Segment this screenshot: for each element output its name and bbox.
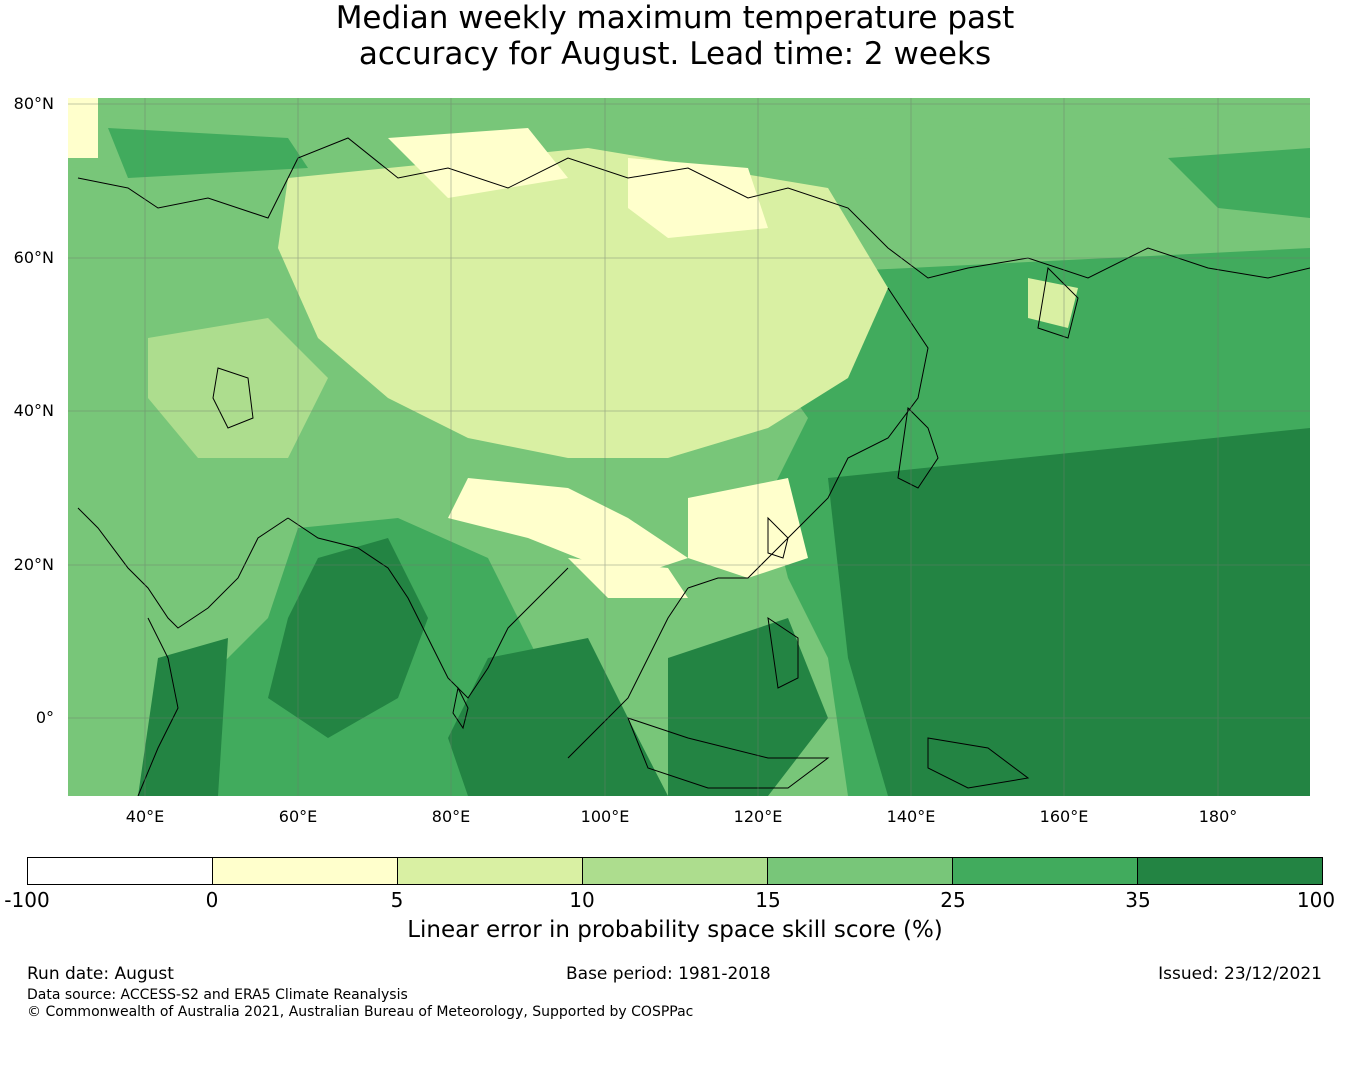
- colorbar-tick: 10: [569, 888, 595, 912]
- lon-label-60e: 60°E: [278, 807, 318, 826]
- colorbar-label: Linear error in probability space skill …: [407, 917, 943, 943]
- arctic-band: [68, 108, 1310, 178]
- taymyr-pale-region: [628, 158, 768, 238]
- colorbar-tick: 100: [1296, 888, 1336, 912]
- graticule: [68, 98, 1310, 796]
- lat-label-0: 0°: [35, 708, 54, 727]
- africa-coastline: [137, 617, 179, 796]
- china-pale-region: [688, 478, 808, 578]
- lon-label-80e: 80°E: [431, 807, 471, 826]
- colorbar-segment: [768, 858, 953, 884]
- sri-lanka-outline: [452, 686, 469, 730]
- philippines-outline: [767, 616, 799, 689]
- arctic-coastline: [77, 137, 1310, 279]
- scandinavia-pale-region: [68, 98, 98, 158]
- arabia-coastline: [77, 507, 289, 629]
- tibet-pale-region: [448, 478, 688, 578]
- japan-outline: [897, 406, 939, 489]
- lat-label-20n: 20°N: [13, 555, 54, 574]
- indochina-coastline: [567, 587, 689, 759]
- indochina-pale-region: [568, 558, 688, 598]
- kamchatka-outline: [1037, 266, 1079, 339]
- arabian-sea-region: [268, 538, 428, 738]
- copyright: © Commonwealth of Australia 2021, Austra…: [27, 1004, 694, 1020]
- base-period: Base period: 1981-2018: [566, 964, 771, 984]
- lon-label-140e: 140°E: [886, 807, 936, 826]
- colorbar-segment: [213, 858, 398, 884]
- bay-of-bengal-region: [448, 638, 668, 796]
- lon-label-120e: 120°E: [733, 807, 783, 826]
- title-line-2: accuracy for August. Lead time: 2 weeks: [358, 36, 992, 72]
- lat-label-80n: 80°N: [13, 94, 54, 113]
- data-source: Data source: ACCESS-S2 and ERA5 Climate …: [27, 987, 408, 1003]
- colorbar-tick: 25: [940, 888, 966, 912]
- colorbar-segment: [28, 858, 213, 884]
- colorbar-tick: 5: [390, 888, 404, 912]
- map-svg: [68, 98, 1310, 796]
- run-date: Run date: August: [27, 964, 174, 984]
- colorbar-tick: -100: [4, 888, 50, 912]
- lon-label-160e: 160°E: [1039, 807, 1089, 826]
- south-china-sea-region: [668, 618, 828, 796]
- east-siberian-sea-region: [1168, 148, 1310, 218]
- west-indian-ocean-region: [138, 638, 228, 796]
- caspian-sea-outline: [212, 367, 254, 429]
- lon-label-180: 180°: [1198, 807, 1238, 826]
- indonesia-outline: [627, 717, 830, 789]
- lon-label-40e: 40°E: [125, 807, 165, 826]
- colorbar-tick: 0: [205, 888, 219, 912]
- skill-score-map: [68, 98, 1310, 796]
- title-line-1: Median weekly maximum temperature past: [335, 0, 1015, 36]
- map-title: Median weekly maximum temperature past a…: [0, 0, 1350, 72]
- east-asia-coastline: [687, 287, 929, 589]
- lon-label-100e: 100°E: [580, 807, 630, 826]
- issued-date: Issued: 23/12/2021: [1158, 964, 1322, 984]
- south-asia-coastline: [287, 517, 569, 699]
- lat-label-40n: 40°N: [13, 401, 54, 420]
- lat-label-60n: 60°N: [13, 248, 54, 267]
- central-asia-region: [148, 318, 328, 458]
- taiwan-outline: [767, 516, 789, 559]
- colorbar-segment: [1138, 858, 1322, 884]
- barents-sea-region: [108, 128, 308, 178]
- colorbar: [27, 857, 1323, 885]
- coastlines: [77, 137, 1310, 796]
- colorbar-segment: [583, 858, 768, 884]
- colorbar-tick: 35: [1125, 888, 1151, 912]
- colorbar-segment: [398, 858, 583, 884]
- pacific-high-skill-region: [828, 428, 1310, 796]
- colorbar-tick: 15: [755, 888, 781, 912]
- colorbar-segment: [953, 858, 1138, 884]
- new-guinea-outline: [927, 737, 1030, 789]
